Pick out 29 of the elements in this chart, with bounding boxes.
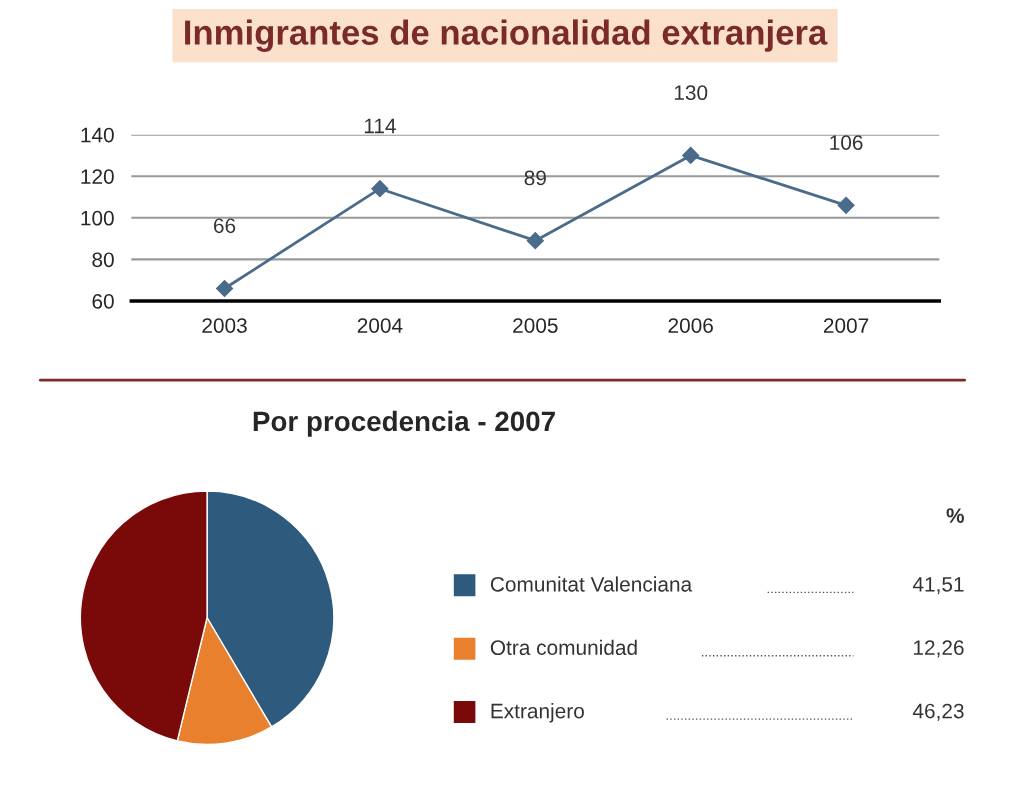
y-tick-label: 140 <box>81 127 114 143</box>
data-label: 41,51 <box>912 577 964 595</box>
data-label: 89 <box>524 170 546 186</box>
chart-title: Inmigrantes de nacionalidad extranjera <box>185 19 828 52</box>
point <box>682 146 700 164</box>
x-tick-label: 2003 <box>202 318 247 333</box>
point <box>371 180 389 198</box>
point <box>526 232 544 250</box>
x-tick-label: 2005 <box>513 318 558 333</box>
data-label: 114 <box>364 118 396 134</box>
data-label: 66 <box>214 218 236 234</box>
y-tick-label: 80 <box>92 252 114 268</box>
y-tick-label: 100 <box>81 210 114 226</box>
chart-title: Por procedencia - 2007 <box>253 410 555 437</box>
x-tick-label: 2007 <box>823 318 869 333</box>
legend-label: Extranjero <box>491 703 584 723</box>
y-tick-label: 120 <box>81 169 114 184</box>
legend-title: % <box>946 508 964 523</box>
data-label: 130 <box>674 85 708 101</box>
data-label: 46,23 <box>912 703 964 721</box>
legend-label: Comunitat Valenciana <box>490 576 693 592</box>
x-tick-label: 2006 <box>668 318 713 333</box>
data-label: 12,26 <box>914 640 964 658</box>
x-tick-label: 2004 <box>357 318 403 333</box>
data-label: 106 <box>830 135 863 150</box>
legend-label: Otra comunidad <box>490 639 637 656</box>
point <box>837 196 855 214</box>
point <box>215 279 234 298</box>
y-tick-label: 60 <box>92 293 114 309</box>
